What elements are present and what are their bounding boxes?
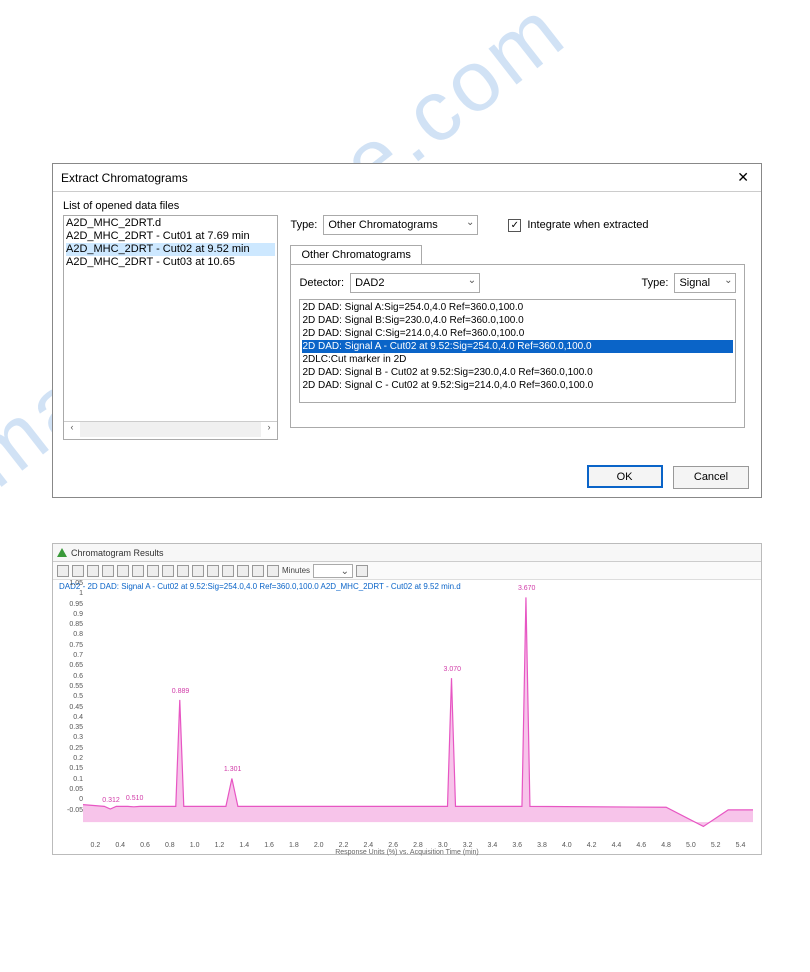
integrate-checkbox[interactable]: ✓ [508, 219, 521, 232]
integrate-label: Integrate when extracted [527, 219, 648, 231]
signal-row[interactable]: 2D DAD: Signal A - Cut02 at 9.52:Sig=254… [302, 340, 733, 353]
peak-label: 0.510 [126, 795, 144, 802]
file-row[interactable]: A2D_MHC_2DRT - Cut01 at 7.69 min [66, 230, 275, 243]
triangle-icon [57, 548, 67, 557]
tool-icon[interactable] [237, 565, 249, 577]
signal-row[interactable]: 2D DAD: Signal C - Cut02 at 9.52:Sig=214… [302, 379, 733, 392]
tool-icon[interactable] [177, 565, 189, 577]
tool-icon[interactable] [162, 565, 174, 577]
dialog-body: List of opened data files A2D_MHC_2DRT.d… [53, 192, 761, 464]
peak-label: 1.301 [224, 766, 242, 773]
type2-label: Type: [642, 277, 669, 289]
tab-body: Detector: DAD2 Type: Signal 2D DAD: Sign… [290, 264, 745, 428]
peak-label: 3.070 [444, 666, 462, 673]
tool-icon[interactable] [57, 565, 69, 577]
file-row[interactable]: A2D_MHC_2DRT - Cut02 at 9.52 min [66, 243, 275, 256]
y-axis-labels: 1.0510.950.90.850.80.750.70.650.60.550.5… [55, 580, 83, 828]
signal-row[interactable]: 2D DAD: Signal C:Sig=214.0,4.0 Ref=360.0… [302, 327, 733, 340]
tool-icon[interactable] [117, 565, 129, 577]
list-label: List of opened data files [63, 200, 751, 212]
right-pane: Type: Other Chromatograms ✓ Integrate wh… [290, 215, 745, 428]
close-icon[interactable]: ✕ [733, 169, 753, 186]
button-bar: OK Cancel [581, 465, 749, 489]
signal-row[interactable]: 2D DAD: Signal B:Sig=230.0,4.0 Ref=360.0… [302, 314, 733, 327]
tool-icon[interactable] [102, 565, 114, 577]
chrom-titlebar: Chromatogram Results [53, 544, 761, 562]
dialog-title: Extract Chromatograms [61, 171, 733, 185]
signal-list[interactable]: 2D DAD: Signal A:Sig=254.0,4.0 Ref=360.0… [299, 299, 736, 403]
plot-svg [83, 593, 753, 833]
scroll-right-icon[interactable]: › [261, 422, 277, 437]
tool-icon[interactable] [267, 565, 279, 577]
plot-area: 0.3120.5100.8891.3013.0703.670 [83, 593, 753, 841]
tool-icon[interactable] [222, 565, 234, 577]
detector-select[interactable]: DAD2 [350, 273, 480, 293]
signal-row[interactable]: 2D DAD: Signal A:Sig=254.0,4.0 Ref=360.0… [302, 301, 733, 314]
ok-button[interactable]: OK [587, 465, 663, 488]
tab-header: Other Chromatograms [290, 245, 745, 264]
type2-select[interactable]: Signal [674, 273, 736, 293]
hscrollbar[interactable]: ‹ › [64, 421, 277, 437]
tool-icon[interactable] [252, 565, 264, 577]
toolbar-minutes-label: Minutes [282, 566, 310, 575]
dialog-titlebar: Extract Chromatograms ✕ [53, 164, 761, 192]
tab-other-chromatograms[interactable]: Other Chromatograms [290, 245, 421, 264]
plot-caption: DAD2 - 2D DAD: Signal A - Cut02 at 9.52:… [53, 580, 761, 593]
tool-icon[interactable] [356, 565, 368, 577]
file-row[interactable]: A2D_MHC_2DRT.d [66, 217, 275, 230]
tool-icon[interactable] [72, 565, 84, 577]
tool-icon[interactable] [207, 565, 219, 577]
cancel-button[interactable]: Cancel [673, 466, 749, 489]
tool-icon[interactable] [147, 565, 159, 577]
chrom-title: Chromatogram Results [71, 548, 164, 558]
toolbar-select[interactable] [313, 564, 353, 578]
type-select[interactable]: Other Chromatograms [323, 215, 478, 235]
chromatogram-panel: Chromatogram Results Minutes DAD2 - 2D D… [52, 543, 762, 855]
type-label: Type: [290, 219, 317, 231]
signal-row[interactable]: 2D DAD: Signal B - Cut02 at 9.52:Sig=230… [302, 366, 733, 379]
file-row[interactable]: A2D_MHC_2DRT - Cut03 at 10.65 [66, 256, 275, 269]
extract-chromatograms-dialog: Extract Chromatograms ✕ List of opened d… [52, 163, 762, 498]
peak-label: 0.312 [102, 797, 120, 804]
x-axis-title: Response Units (%) vs. Acquisition Time … [53, 849, 761, 856]
scroll-left-icon[interactable]: ‹ [64, 422, 80, 437]
detector-row: Detector: DAD2 Type: Signal [299, 273, 736, 293]
type-row: Type: Other Chromatograms ✓ Integrate wh… [290, 215, 745, 235]
detector-label: Detector: [299, 277, 344, 289]
peak-label: 0.889 [172, 688, 190, 695]
file-list[interactable]: A2D_MHC_2DRT.dA2D_MHC_2DRT - Cut01 at 7.… [63, 215, 278, 440]
signal-row[interactable]: 2DLC:Cut marker in 2D [302, 353, 733, 366]
peak-label: 3.670 [518, 585, 536, 592]
tool-icon[interactable] [132, 565, 144, 577]
scroll-track[interactable] [80, 422, 261, 437]
tool-icon[interactable] [87, 565, 99, 577]
chrom-toolbar: Minutes [53, 562, 761, 580]
tool-icon[interactable] [192, 565, 204, 577]
